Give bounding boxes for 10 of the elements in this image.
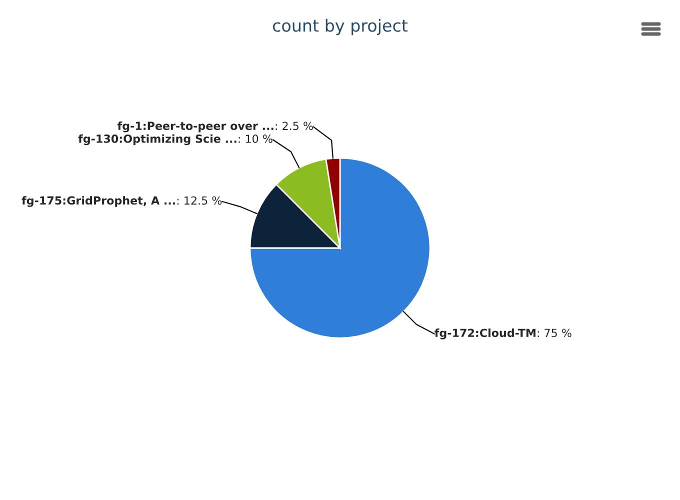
data-label: : 2.5 % [276,122,313,130]
data-label: : 12.5 % [177,196,222,205]
chart-title: count by project [272,18,408,36]
slice-label: fg-172:Cloud-TM [434,328,536,340]
slice-label: fg-175:GridProphet, A ... [22,196,175,207]
pie-slice [249,157,431,339]
slice-label: fg-1:Peer-to-peer over ... [117,121,274,132]
slice-label: fg-130:Optimizing Scie ... [78,134,236,146]
data-label: : 10 % [238,134,272,143]
data-label: : 75 % [538,328,572,338]
